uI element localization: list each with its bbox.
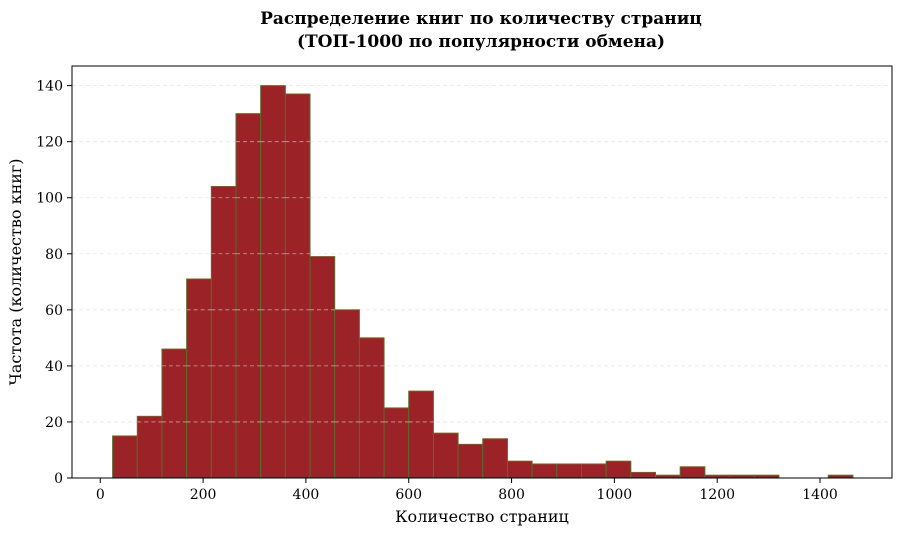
y-tick-label: 0 xyxy=(54,471,63,487)
histogram-bar xyxy=(580,463,607,479)
histogram-bar xyxy=(210,186,237,479)
y-tick-label: 40 xyxy=(45,359,63,375)
chart-title: Распределение книг по количеству страниц xyxy=(260,9,702,29)
y-tick-label: 120 xyxy=(36,135,63,151)
histogram-bar xyxy=(531,463,558,479)
x-tick-label: 1000 xyxy=(597,487,633,503)
x-tick-label: 800 xyxy=(498,487,525,503)
x-tick-label: 200 xyxy=(190,487,217,503)
histogram-bar xyxy=(112,435,138,479)
histogram-bar xyxy=(309,256,336,479)
histogram-bar xyxy=(186,278,212,479)
histogram-bar xyxy=(482,438,508,479)
histogram-bar xyxy=(630,471,657,479)
y-tick-label: 20 xyxy=(45,415,63,431)
histogram-bar xyxy=(679,466,706,479)
x-tick-label: 0 xyxy=(96,487,105,503)
histogram-bar xyxy=(556,463,582,479)
histogram-bar xyxy=(136,415,163,479)
histogram-bar xyxy=(506,460,533,479)
histogram-bar xyxy=(161,348,188,479)
histogram-bar xyxy=(235,113,262,479)
histogram-bar xyxy=(358,337,385,479)
x-tick-label: 1400 xyxy=(802,487,838,503)
chart-subtitle: (ТОП-1000 по популярности обмена) xyxy=(297,32,665,52)
x-tick-label: 1200 xyxy=(699,487,735,503)
histogram-bar xyxy=(408,390,434,479)
histogram-bar xyxy=(383,407,410,479)
x-axis-label: Количество страниц xyxy=(395,507,569,526)
histogram-bar xyxy=(605,460,632,479)
y-tick-label: 60 xyxy=(45,303,63,319)
histogram-bar xyxy=(457,443,484,479)
histogram-bar xyxy=(260,85,286,479)
histogram-bar xyxy=(284,93,311,479)
x-tick-label: 400 xyxy=(293,487,320,503)
y-axis-ticks: 0 20 40 60 80 100 120 140 xyxy=(36,79,72,487)
x-axis-ticks: 0 200 400 600 800 1000 1200 1400 xyxy=(96,478,838,503)
y-tick-label: 140 xyxy=(36,79,63,95)
bars xyxy=(112,85,854,479)
plot-frame xyxy=(71,65,893,479)
y-axis-label: Частота (количество книг) xyxy=(6,158,25,385)
x-tick-label: 600 xyxy=(395,487,422,503)
y-tick-label: 100 xyxy=(36,191,63,207)
y-tick-label: 80 xyxy=(45,247,63,263)
histogram-bar xyxy=(432,432,459,479)
histogram-bar xyxy=(334,309,360,479)
